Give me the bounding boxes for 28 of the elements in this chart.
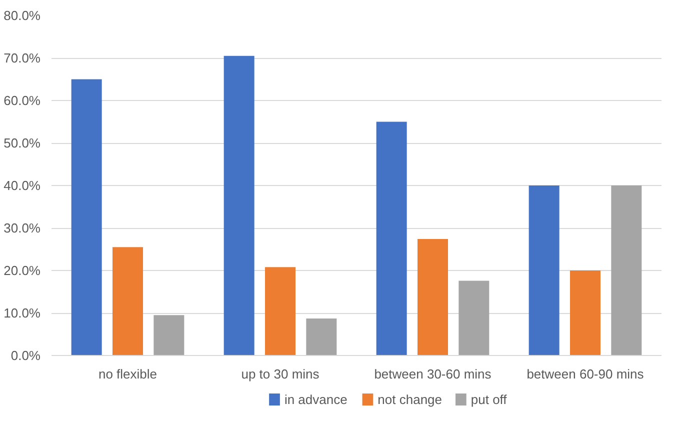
y-tick-label: 70.0% xyxy=(4,50,41,66)
y-tick-label: 50.0% xyxy=(4,136,41,150)
bar xyxy=(458,280,490,356)
y-tick-label: 0.0% xyxy=(10,348,41,363)
y-tick-label: 40.0% xyxy=(4,178,41,193)
bar xyxy=(306,318,337,356)
y-tick-label: 80.0% xyxy=(4,8,41,23)
y-tick-label: 30.0% xyxy=(4,220,41,236)
legend-label: in advance xyxy=(284,392,348,407)
x-tick-label: no flexible xyxy=(98,366,158,382)
x-tick-label: between 60-90 mins xyxy=(526,366,644,382)
x-tick-label: between 30-60 mins xyxy=(374,366,492,382)
bar xyxy=(418,239,448,356)
bar xyxy=(265,267,296,356)
y-tick-label: 10.0% xyxy=(4,306,41,320)
bar xyxy=(570,270,600,356)
bar xyxy=(528,186,560,356)
x-tick-label: up to 30 mins xyxy=(241,366,320,382)
bar xyxy=(611,186,642,356)
bar xyxy=(376,122,407,356)
legend-label: not change xyxy=(378,392,442,407)
bar xyxy=(154,315,184,356)
bar xyxy=(71,79,102,356)
bar xyxy=(224,56,254,356)
bar xyxy=(112,247,143,356)
y-tick-label: 60.0% xyxy=(4,93,41,108)
legend-label: put off xyxy=(470,392,508,407)
y-tick-label: 20.0% xyxy=(4,263,41,278)
